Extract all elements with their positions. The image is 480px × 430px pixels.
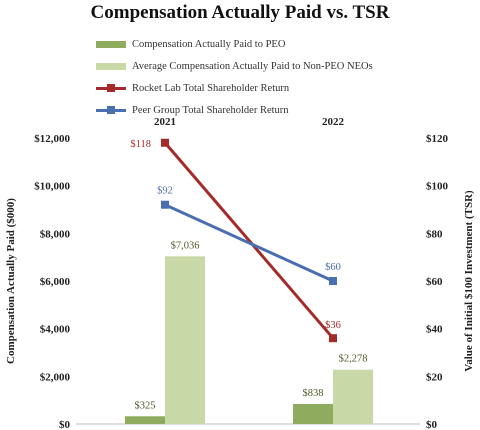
line-data-label: $36 xyxy=(325,320,341,331)
y-left-tick-label: $6,000 xyxy=(40,276,71,288)
y-right-tick-label: $20 xyxy=(426,371,443,383)
bar-neo xyxy=(165,256,205,424)
chart-legend: Compensation Actually Paid to PEO Averag… xyxy=(96,33,373,121)
y-right-tick-label: $40 xyxy=(426,324,443,336)
bar-data-label: $7,036 xyxy=(171,240,200,251)
bar-neo xyxy=(333,369,373,424)
chart-title: Compensation Actually Paid vs. TSR xyxy=(90,2,390,23)
legend-swatch-neo xyxy=(96,62,126,70)
y-left-axis-label: Compensation Actually Paid ($000) xyxy=(5,198,17,364)
bar-peo xyxy=(125,416,165,424)
line-data-label: $60 xyxy=(325,262,341,273)
bar-data-label: $2,278 xyxy=(339,354,368,365)
y-left-tick-label: $0 xyxy=(59,419,71,430)
y-right-tick-label: $120 xyxy=(426,133,449,145)
legend-swatch-peo xyxy=(96,40,126,48)
legend-item-rocketlab: Rocket Lab Total Shareholder Return xyxy=(96,77,373,99)
legend-label-peer: Peer Group Total Shareholder Return xyxy=(132,104,289,116)
line-data-label: $92 xyxy=(157,186,173,197)
legend-item-peo: Compensation Actually Paid to PEO xyxy=(96,33,373,55)
legend-swatch-rocketlab xyxy=(96,83,126,93)
line-peer xyxy=(164,203,334,283)
y-right-tick-label: $0 xyxy=(426,419,438,430)
legend-item-peer: Peer Group Total Shareholder Return xyxy=(96,99,373,121)
y-left-tick-label: $10,000 xyxy=(34,181,70,193)
bar-peo xyxy=(293,404,333,424)
marker-rocketlab xyxy=(161,138,169,147)
marker-peer xyxy=(161,200,169,209)
legend-label-neo: Average Compensation Actually Paid to No… xyxy=(132,60,373,72)
legend-label-peo: Compensation Actually Paid to PEO xyxy=(132,38,286,50)
category-label: 2022 xyxy=(322,116,345,128)
y-left-tick-label: $8,000 xyxy=(40,228,71,240)
marker-peer xyxy=(329,277,337,285)
bar-data-label: $325 xyxy=(135,400,156,411)
legend-swatch-peer xyxy=(96,105,126,115)
y-right-tick-label: $60 xyxy=(426,276,443,288)
legend-label-rocketlab: Rocket Lab Total Shareholder Return xyxy=(132,82,290,94)
legend-item-neo: Average Compensation Actually Paid to No… xyxy=(96,55,373,77)
y-left-tick-label: $2,000 xyxy=(40,371,71,383)
y-left-tick-label: $12,000 xyxy=(34,133,70,145)
marker-rocketlab xyxy=(329,334,337,343)
y-right-tick-label: $100 xyxy=(426,181,449,193)
category-label: 2021 xyxy=(154,116,176,128)
line-rocketlab xyxy=(163,141,335,340)
y-right-axis-label: Value of Initial $100 Investment (TSR) xyxy=(463,190,475,372)
bar-data-label: $838 xyxy=(303,388,324,399)
y-left-tick-label: $4,000 xyxy=(40,324,71,336)
y-right-tick-label: $80 xyxy=(426,228,443,240)
line-data-label: $118 xyxy=(130,139,151,150)
